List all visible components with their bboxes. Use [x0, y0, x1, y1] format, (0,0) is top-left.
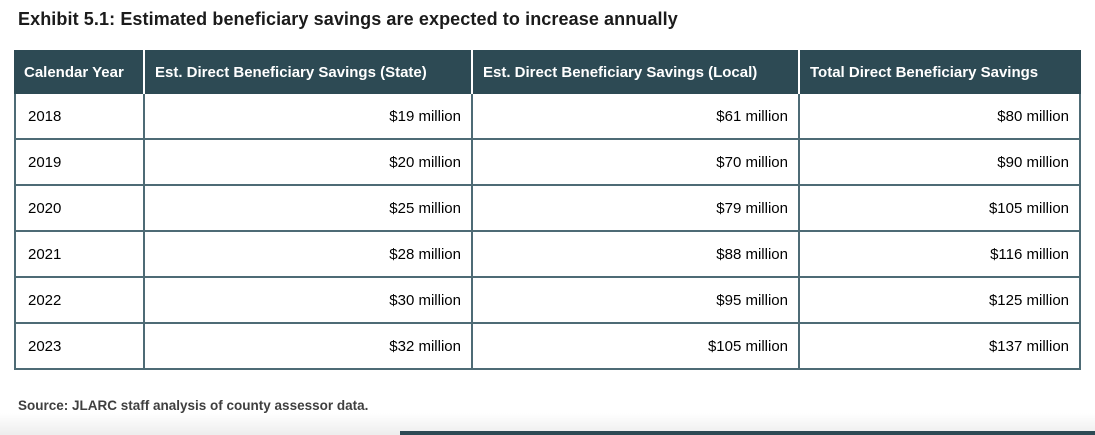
cell-local-savings: $70 million [473, 140, 800, 186]
cell-local-savings: $61 million [473, 94, 800, 140]
cell-state-savings: $19 million [145, 94, 473, 140]
table-row-2019: 2019 $20 million $70 million $90 million [14, 140, 1081, 186]
cell-calendar-year: 2021 [14, 232, 145, 278]
cell-total-savings: $90 million [800, 140, 1081, 186]
cell-calendar-year: 2020 [14, 186, 145, 232]
col-header-calendar-year: Calendar Year [14, 50, 145, 94]
col-header-total-savings: Total Direct Beneficiary Savings [800, 50, 1081, 94]
source-note: Source: JLARC staff analysis of county a… [18, 398, 369, 413]
cell-local-savings: $88 million [473, 232, 800, 278]
cell-calendar-year: 2022 [14, 278, 145, 324]
cell-total-savings: $80 million [800, 94, 1081, 140]
cell-total-savings: $137 million [800, 324, 1081, 370]
cell-state-savings: $28 million [145, 232, 473, 278]
cell-calendar-year: 2018 [14, 94, 145, 140]
cell-calendar-year: 2023 [14, 324, 145, 370]
cell-state-savings: $30 million [145, 278, 473, 324]
table-header-row: Calendar Year Est. Direct Beneficiary Sa… [14, 50, 1081, 94]
cell-state-savings: $20 million [145, 140, 473, 186]
table-row-2023: 2023 $32 million $105 million $137 milli… [14, 324, 1081, 370]
table-row-2021: 2021 $28 million $88 million $116 millio… [14, 232, 1081, 278]
cell-state-savings: $32 million [145, 324, 473, 370]
cell-total-savings: $105 million [800, 186, 1081, 232]
cell-state-savings: $25 million [145, 186, 473, 232]
table-row-2022: 2022 $30 million $95 million $125 millio… [14, 278, 1081, 324]
beneficiary-savings-table: Calendar Year Est. Direct Beneficiary Sa… [14, 50, 1081, 370]
cell-total-savings: $116 million [800, 232, 1081, 278]
col-header-local-savings: Est. Direct Beneficiary Savings (Local) [473, 50, 800, 94]
cell-local-savings: $105 million [473, 324, 800, 370]
cell-local-savings: $79 million [473, 186, 800, 232]
next-section-header-edge [400, 431, 1095, 435]
table-row-2018: 2018 $19 million $61 million $80 million [14, 94, 1081, 140]
cell-total-savings: $125 million [800, 278, 1081, 324]
cell-local-savings: $95 million [473, 278, 800, 324]
cell-calendar-year: 2019 [14, 140, 145, 186]
table-row-2020: 2020 $25 million $79 million $105 millio… [14, 186, 1081, 232]
col-header-state-savings: Est. Direct Beneficiary Savings (State) [145, 50, 473, 94]
exhibit-title: Exhibit 5.1: Estimated beneficiary savin… [18, 9, 678, 29]
